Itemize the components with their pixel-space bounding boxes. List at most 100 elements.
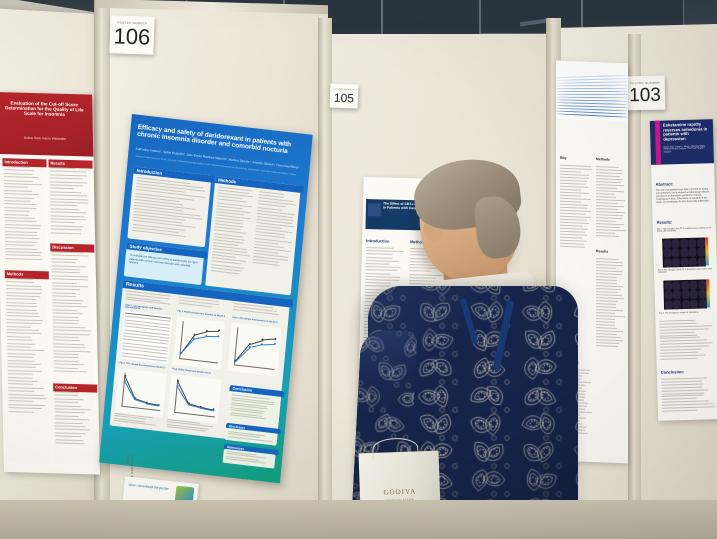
chart-line-segment — [177, 381, 188, 403]
photo-scene: POSTER NUMBER 106 POSTER NUMBER 105 POST… — [0, 0, 717, 539]
text-line — [560, 207, 587, 209]
text-line — [596, 315, 625, 317]
text-line — [596, 345, 618, 347]
text-line — [662, 410, 697, 412]
chart-line-segment — [177, 386, 189, 405]
text-line — [596, 270, 623, 272]
text-line — [660, 337, 700, 339]
text-line — [596, 309, 623, 311]
text-line — [409, 271, 431, 272]
text-line — [596, 303, 616, 305]
text-line — [365, 279, 399, 281]
text-line — [662, 395, 704, 397]
text-line — [596, 336, 621, 338]
chart-line-segment — [263, 339, 276, 341]
poster-esketamine-heading-abstract: Abstract: — [656, 182, 674, 186]
text-line — [596, 288, 621, 290]
poster-right-heading-methods: Methods — [596, 158, 610, 162]
chart-x-axis — [174, 412, 215, 417]
text-line — [596, 220, 616, 222]
wave-stripe — [556, 97, 628, 99]
text-line — [596, 205, 624, 207]
text-line — [596, 229, 626, 231]
chart-line-segment — [201, 408, 214, 411]
text-line — [661, 383, 703, 385]
text-line — [596, 339, 623, 341]
wave-stripe — [556, 91, 628, 92]
text-line — [596, 232, 615, 234]
poster-esketamine-abstract-text: The use of anesthetics has been reported… — [656, 188, 711, 205]
text-line — [560, 219, 587, 221]
figure-chart — [227, 323, 281, 377]
text-line — [366, 247, 394, 248]
wave-stripe — [556, 94, 628, 95]
chart-line-segment — [135, 400, 147, 404]
chart-line-segment — [206, 336, 218, 337]
poster-main-daridorexant: Efficacy and safety of daridorexant in p… — [99, 114, 313, 483]
text-line — [410, 261, 432, 262]
text-line — [660, 349, 701, 351]
text-line — [660, 325, 713, 327]
text-line — [596, 276, 617, 278]
text-line — [596, 190, 624, 192]
text-line — [662, 398, 697, 400]
text-line — [560, 174, 589, 176]
text-line — [660, 328, 709, 330]
text-line — [596, 324, 615, 326]
chart-x-axis — [234, 364, 275, 369]
chart-y-axis — [174, 379, 178, 412]
poster-left-red: Evaluation of the Cut-off Score Determin… — [0, 92, 100, 475]
text-line — [560, 216, 591, 218]
text-line — [560, 246, 585, 248]
text-line — [660, 342, 713, 344]
text-line — [560, 213, 586, 215]
wave-stripe — [556, 85, 628, 87]
text-line — [596, 193, 615, 195]
poster-esketamine-heading-conclusion: Conclusion: — [661, 370, 684, 375]
text-line — [596, 178, 623, 180]
text-line — [560, 201, 581, 203]
qr-card-caption: View / download the poster — [128, 483, 174, 492]
text-line — [596, 294, 622, 296]
text-line — [560, 183, 586, 185]
text-line — [661, 392, 704, 394]
chart-line-segment — [194, 336, 206, 339]
text-line — [596, 211, 625, 213]
text-line — [596, 321, 615, 323]
text-line — [660, 354, 705, 356]
text-line — [596, 223, 624, 225]
text-line — [596, 166, 619, 168]
chart-line-segment — [188, 405, 201, 409]
text-line — [560, 234, 587, 236]
text-line — [560, 204, 588, 206]
placard-106-number: 106 — [113, 25, 150, 48]
text-line — [596, 267, 616, 269]
colorbar-icon-2 — [706, 279, 710, 307]
text-line — [596, 181, 621, 183]
text-line — [596, 312, 615, 314]
text-line — [596, 318, 615, 320]
text-line — [596, 235, 619, 237]
chart-line-segment — [235, 347, 250, 361]
text-line — [366, 263, 390, 264]
placard-106: POSTER NUMBER 106 — [109, 15, 154, 55]
ceiling-pane-3 — [382, 0, 480, 38]
text-line — [365, 273, 391, 274]
text-line — [662, 401, 709, 403]
text-line — [365, 269, 397, 271]
text-line — [596, 282, 617, 284]
text-line — [596, 214, 623, 216]
text-line — [596, 306, 616, 308]
text-line — [596, 291, 618, 293]
text-line — [596, 327, 617, 329]
chart-line-segment — [125, 376, 136, 398]
text-line — [596, 172, 622, 174]
poster-left-red-title: Evaluation of the Cut-off Score Determin… — [0, 101, 88, 118]
text-line — [659, 323, 696, 325]
figure-chart — [168, 374, 222, 424]
text-line — [596, 300, 618, 302]
text-line — [596, 264, 623, 266]
text-line — [560, 237, 582, 239]
chart-x-axis — [121, 406, 160, 411]
text-line — [659, 320, 695, 322]
